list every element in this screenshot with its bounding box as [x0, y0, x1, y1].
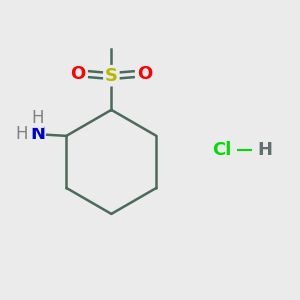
Text: S: S [105, 67, 118, 85]
Text: Cl: Cl [212, 141, 231, 159]
Text: H: H [257, 141, 272, 159]
Text: H: H [31, 109, 44, 127]
Text: O: O [137, 65, 152, 83]
Text: H: H [16, 125, 28, 143]
Text: N: N [30, 125, 45, 143]
Text: O: O [70, 65, 86, 83]
